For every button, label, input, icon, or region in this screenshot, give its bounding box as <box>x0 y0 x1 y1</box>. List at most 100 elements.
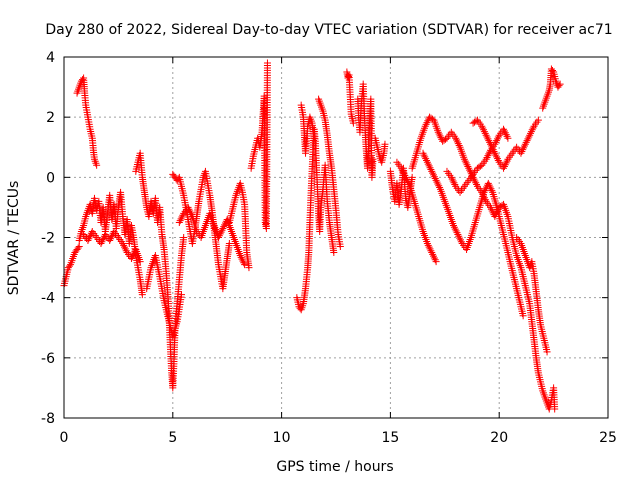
data-point <box>486 138 494 146</box>
data-point <box>420 151 428 159</box>
data-point <box>480 128 488 136</box>
data-point <box>263 59 271 67</box>
data-point <box>556 80 564 88</box>
data-point <box>178 291 186 299</box>
data-point <box>501 129 509 137</box>
data-point <box>369 155 377 163</box>
data-point <box>485 137 493 145</box>
data-point <box>75 243 83 251</box>
data-point <box>500 164 508 172</box>
data-point <box>422 155 430 163</box>
data-point <box>241 261 249 269</box>
data-point <box>127 255 135 263</box>
data-point <box>463 161 471 169</box>
data-point <box>245 264 253 272</box>
data-point <box>435 130 443 138</box>
data-point <box>481 187 489 195</box>
data-point <box>221 221 229 229</box>
data-point <box>551 405 559 413</box>
data-point <box>129 251 137 259</box>
data-point <box>480 188 488 196</box>
data-point <box>450 179 458 187</box>
data-point <box>421 153 429 161</box>
data-point <box>424 160 432 168</box>
data-point <box>136 258 144 266</box>
data-point <box>426 164 434 172</box>
data-point <box>185 205 193 213</box>
data-point <box>65 262 73 270</box>
data-point <box>555 82 563 90</box>
data-point <box>98 238 106 246</box>
data-point <box>120 243 128 251</box>
data-point <box>427 166 435 174</box>
data-point <box>490 147 498 155</box>
data-point <box>520 144 528 152</box>
ticks-layer: 0 5 10 15 20 25 -8 -6 -4 -2 0 2 4 <box>41 50 617 446</box>
data-point <box>336 243 344 251</box>
data-point <box>107 235 115 243</box>
data-point <box>85 235 93 243</box>
data-point <box>486 140 494 148</box>
data-point <box>457 238 465 246</box>
data-point <box>502 159 510 167</box>
data-point <box>405 181 413 189</box>
y-tick-label: 0 <box>46 170 55 186</box>
y-tick-label: 2 <box>46 110 55 126</box>
data-point <box>434 128 442 136</box>
data-point <box>519 146 527 154</box>
data-point <box>500 127 508 135</box>
data-point <box>93 161 101 169</box>
data-point <box>518 147 526 155</box>
data-point <box>493 153 501 161</box>
data-point <box>461 157 469 165</box>
data-point <box>480 126 488 134</box>
data-point <box>431 175 439 183</box>
data-point <box>84 237 92 245</box>
data-point <box>218 226 226 234</box>
data-point <box>488 144 496 152</box>
data-point <box>433 178 441 186</box>
data-point <box>485 181 493 189</box>
data-point <box>121 245 129 253</box>
data-point <box>525 133 533 141</box>
data-point <box>434 180 442 188</box>
data-point <box>517 149 525 157</box>
data-point <box>175 218 183 226</box>
data-point <box>225 240 233 248</box>
data-point <box>501 161 509 169</box>
data-point <box>465 164 473 172</box>
data-point <box>99 236 107 244</box>
data-point <box>74 244 82 252</box>
data-point <box>472 179 480 187</box>
y-tick-label: 4 <box>46 50 55 66</box>
data-point <box>349 119 357 127</box>
data-point <box>450 223 458 231</box>
data-point <box>397 164 405 172</box>
x-tick-label: 0 <box>60 430 69 446</box>
data-point <box>491 149 499 157</box>
data-point <box>177 215 185 223</box>
data-point <box>482 155 490 163</box>
data-point <box>464 163 472 171</box>
data-point <box>219 224 227 232</box>
data-point <box>429 250 437 258</box>
data-point <box>455 141 463 149</box>
data-point <box>492 138 500 146</box>
data-point <box>215 232 223 240</box>
y-tick-label: -8 <box>41 411 55 427</box>
x-tick-label: 15 <box>381 430 399 446</box>
data-point <box>429 252 437 260</box>
data-point <box>451 181 459 189</box>
data-point <box>479 124 487 132</box>
data-point <box>138 291 146 299</box>
data-point <box>453 136 461 144</box>
y-tick-label: -4 <box>41 291 55 307</box>
data-point <box>404 179 412 187</box>
data-point <box>527 129 535 137</box>
data-point <box>492 151 500 159</box>
data-point <box>528 126 536 134</box>
data-point <box>432 176 440 184</box>
data-point <box>454 140 462 148</box>
data-point <box>487 185 495 193</box>
data-point <box>403 177 411 185</box>
